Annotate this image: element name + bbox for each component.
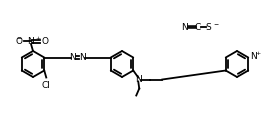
- Text: N: N: [79, 53, 86, 62]
- Text: S: S: [205, 22, 211, 31]
- Text: N: N: [250, 52, 257, 61]
- Text: −: −: [16, 36, 22, 41]
- Text: Cl: Cl: [42, 81, 51, 90]
- Text: N: N: [135, 75, 142, 84]
- Text: N: N: [69, 53, 76, 62]
- Text: O: O: [42, 36, 49, 45]
- Text: N: N: [182, 22, 189, 31]
- Text: −: −: [213, 21, 218, 27]
- Text: O: O: [16, 36, 23, 45]
- Text: +: +: [255, 51, 261, 56]
- Text: N: N: [28, 36, 34, 45]
- Text: C: C: [195, 22, 201, 31]
- Text: +: +: [35, 36, 40, 41]
